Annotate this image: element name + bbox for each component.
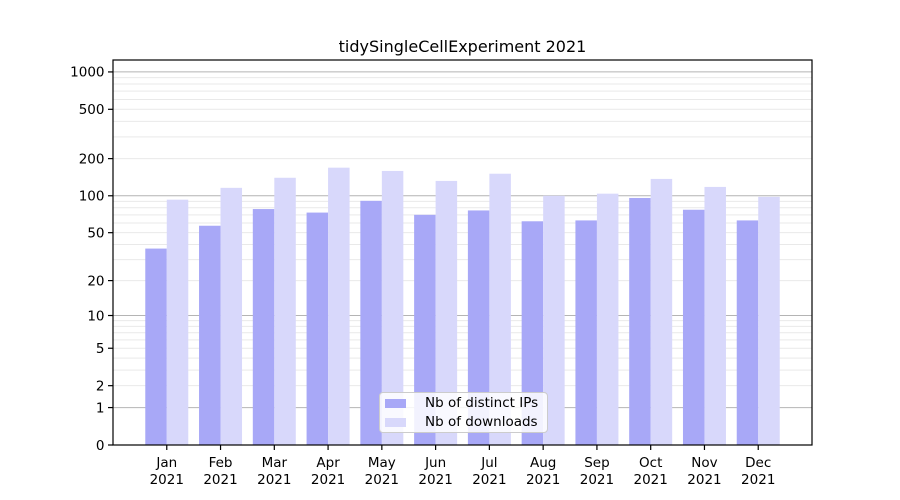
y-tick-label-500: 500 [79,102,105,118]
x-tick-label-month: Oct [639,455,662,471]
y-tick-label-2: 2 [96,378,105,394]
y-tick-label-10: 10 [87,308,104,324]
bar-distinct-ips-jan-2021 [145,248,167,445]
x-tick-label-year: 2021 [311,472,345,488]
chart-title: tidySingleCellExperiment 2021 [338,37,587,56]
y-tick-label-20: 20 [87,273,104,289]
x-tick-label-month: Feb [209,455,233,471]
x-tick-label-month: Sep [584,455,609,471]
x-tick-label-month: Dec [745,455,771,471]
y-tick-label-0: 0 [96,438,105,454]
bar-downloads-mar-2021 [274,177,296,445]
bars [145,167,780,445]
legend-item-distinct-ips: Nb of distinct IPs [385,395,547,412]
x-tick-label-month: Jan [155,455,177,471]
x-tick-label-month: Aug [530,455,556,471]
bar-downloads-sep-2021 [596,193,619,445]
x-tick-label-year: 2021 [365,472,399,488]
x-tick-label-year: 2021 [741,472,775,488]
x-tick-label-year: 2021 [203,472,237,488]
tick-marks [108,71,759,450]
axes-frame [112,59,813,446]
bar-downloads-apr-2021 [328,167,350,445]
legend-item-downloads: Nb of downloads [385,414,547,431]
tick-labels: 01251020501002005001000Jan2021Feb2021Mar… [70,65,775,488]
bar-downloads-jan-2021 [166,199,189,445]
legend: Nb of distinct IPs Nb of downloads [379,392,548,433]
bar-distinct-ips-dec-2021 [736,220,759,445]
bar-downloads-may-2021 [381,170,404,445]
x-tick-label-month: Jul [480,455,497,471]
y-tick-label-200: 200 [79,151,105,167]
plot-border [112,59,813,446]
y-tick-label-50: 50 [87,225,104,241]
x-tick-label-year: 2021 [634,472,668,488]
bar-downloads-jun-2021 [435,180,458,445]
y-tick-label-100: 100 [79,189,105,205]
bar-distinct-ips-apr-2021 [306,212,329,445]
bar-downloads-jul-2021 [489,173,511,445]
x-tick-label-month: Jun [424,455,446,471]
legend-swatch-distinct-ips [385,398,406,408]
y-tick-label-1: 1 [96,400,105,416]
bar-distinct-ips-sep-2021 [575,220,597,445]
legend-label-downloads: Nb of downloads [425,414,538,430]
bar-distinct-ips-jun-2021 [414,214,436,445]
bar-downloads-feb-2021 [220,187,243,445]
bar-distinct-ips-oct-2021 [629,197,651,445]
x-tick-label-month: May [368,455,396,471]
y-tick-label-5: 5 [96,341,105,357]
x-tick-label-month: Apr [316,455,340,471]
bar-downloads-aug-2021 [543,195,565,445]
bar-downloads-dec-2021 [758,196,780,445]
bar-distinct-ips-may-2021 [360,200,382,445]
bar-distinct-ips-aug-2021 [521,221,544,445]
bar-distinct-ips-nov-2021 [682,209,705,445]
x-tick-label-year: 2021 [472,472,506,488]
bar-distinct-ips-mar-2021 [252,209,275,445]
x-tick-label-year: 2021 [257,472,291,488]
x-tick-label-year: 2021 [150,472,184,488]
legend-label-distinct-ips: Nb of distinct IPs [425,395,539,411]
bar-distinct-ips-feb-2021 [199,225,221,445]
y-tick-label-1000: 1000 [70,65,104,81]
x-tick-label-year: 2021 [526,472,560,488]
x-tick-label-month: Mar [262,455,288,471]
bar-downloads-nov-2021 [704,186,726,445]
bar-downloads-oct-2021 [650,178,673,445]
x-tick-label-year: 2021 [580,472,614,488]
legend-swatch-downloads [385,417,406,427]
x-tick-label-year: 2021 [418,472,452,488]
x-tick-label-year: 2021 [687,472,721,488]
bar-distinct-ips-jul-2021 [467,210,490,445]
x-tick-label-month: Nov [691,455,717,471]
